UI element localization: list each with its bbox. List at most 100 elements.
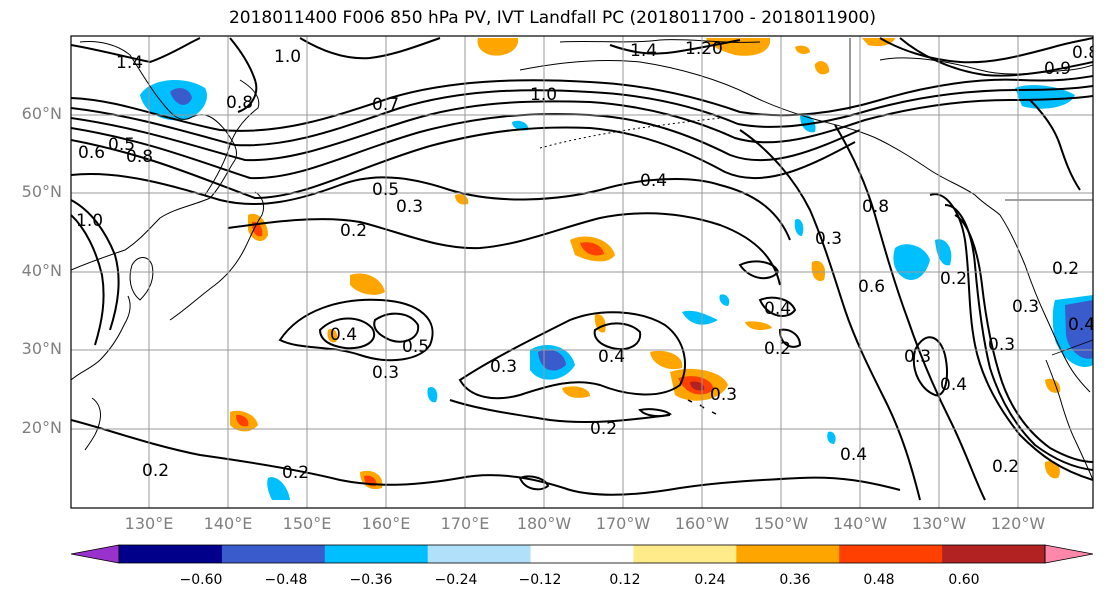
shade-orange-se2 bbox=[1045, 378, 1061, 393]
contours bbox=[71, 37, 1093, 501]
shade-orange-top4 bbox=[795, 45, 810, 55]
colorbar-swatch bbox=[839, 545, 943, 563]
contour-jet-4 bbox=[71, 113, 861, 180]
contour-label: 0.8 bbox=[1072, 43, 1099, 63]
lon-label: 170°E bbox=[440, 514, 490, 533]
shade-orange-se bbox=[1044, 461, 1060, 479]
colorbar-extend-high bbox=[1044, 544, 1094, 564]
contour-east-2 bbox=[834, 124, 986, 501]
lon-label: 130°E bbox=[124, 514, 174, 533]
shade-orange-top5 bbox=[814, 61, 830, 75]
contour-label: 0.2 bbox=[282, 463, 309, 483]
graticule bbox=[71, 36, 1093, 508]
contour-small-4 bbox=[778, 328, 802, 348]
contour-jet-3 bbox=[71, 95, 1093, 162]
contour-mid-1 bbox=[278, 298, 434, 362]
contour-label: 0.2 bbox=[340, 221, 367, 241]
contour-label: 0.2 bbox=[142, 461, 169, 481]
colorbar-swatch bbox=[324, 545, 429, 563]
contour-label: 0.8 bbox=[862, 197, 889, 217]
contour-small-3 bbox=[638, 408, 672, 418]
lon-label: 180°W bbox=[516, 514, 572, 533]
coast-canada-n bbox=[879, 57, 1093, 75]
contour-east-4 bbox=[944, 204, 1093, 471]
contour-small-5 bbox=[518, 475, 550, 491]
colorbar-tick-label: −0.36 bbox=[349, 572, 393, 588]
contour-label: 0.3 bbox=[988, 335, 1015, 355]
contour-label: 0.5 bbox=[402, 337, 429, 357]
colorbar-tick-label: −0.48 bbox=[264, 572, 308, 588]
shade-orange-top1 bbox=[477, 38, 519, 56]
contour-south-1 bbox=[71, 173, 791, 241]
lon-label: 160°W bbox=[674, 514, 730, 533]
contour-north-1 bbox=[71, 37, 201, 64]
contour-label: 0.3 bbox=[904, 347, 931, 367]
contour-south-4 bbox=[449, 399, 671, 424]
contour-label: 0.2 bbox=[764, 339, 791, 359]
contour-north-2 bbox=[229, 37, 258, 113]
coast-philippines bbox=[84, 397, 101, 451]
contour-ne-3 bbox=[1029, 99, 1081, 191]
contour-label: 0.3 bbox=[490, 357, 517, 377]
contour-nw-2 bbox=[71, 214, 105, 346]
contour-nw-1 bbox=[71, 199, 120, 331]
contour-jet-1 bbox=[71, 75, 1093, 132]
coast-kamchatka bbox=[204, 79, 260, 196]
coast-north-america bbox=[999, 214, 1091, 393]
contour-label: 0.5 bbox=[108, 135, 135, 155]
colorbar-swatch bbox=[633, 545, 737, 563]
contour-label: 0.4 bbox=[940, 375, 967, 395]
contour-jet-2 bbox=[71, 85, 1093, 147]
colorbar-swatch bbox=[942, 545, 1046, 563]
lat-label: 30°N bbox=[21, 339, 62, 358]
contour-label: 0.3 bbox=[710, 385, 737, 405]
coast-alaska bbox=[519, 59, 1001, 216]
shade-blue-coast bbox=[893, 244, 930, 280]
contour-east-3 bbox=[929, 193, 1093, 481]
lon-label: 160°E bbox=[361, 514, 411, 533]
contour-label: 0.7 bbox=[372, 95, 399, 115]
lon-label: 140°W bbox=[832, 514, 888, 533]
colorbar-tick-label: 0.36 bbox=[779, 572, 811, 588]
lat-label: 50°N bbox=[21, 182, 62, 201]
contour-mid-2 bbox=[318, 317, 375, 350]
shade-orange-h bbox=[745, 321, 772, 330]
contour-label: 0.6 bbox=[858, 277, 885, 297]
contour-label: 0.9 bbox=[1044, 59, 1071, 79]
contour-east-5 bbox=[954, 214, 1093, 463]
contour-label: 0.4 bbox=[840, 445, 867, 465]
contour-small-2 bbox=[758, 296, 797, 317]
contour-label: 1.0 bbox=[274, 47, 301, 67]
colorbar-tick-label: 0.24 bbox=[694, 572, 726, 588]
lon-label: 140°E bbox=[203, 514, 253, 533]
contour-south-3 bbox=[71, 419, 901, 496]
colorbar-tick-label: −0.24 bbox=[434, 572, 478, 588]
contour-mid-4 bbox=[458, 311, 686, 400]
colorbar-extend-low bbox=[70, 544, 120, 564]
shade-orange-c bbox=[350, 273, 385, 295]
contour-label: 0.3 bbox=[1012, 297, 1039, 317]
shade-orange-top3 bbox=[862, 38, 895, 47]
shade-orange-i bbox=[811, 260, 826, 281]
contour-south-2 bbox=[227, 212, 781, 286]
shade-orange-d bbox=[327, 328, 338, 343]
contour-mid-5 bbox=[593, 322, 642, 351]
contour-label: 0.3 bbox=[815, 229, 842, 249]
contour-label: 0.4 bbox=[330, 325, 357, 345]
map-title: 2018011400 F006 850 hPa PV, IVT Landfall… bbox=[228, 8, 876, 28]
colorbar-tick-label: −0.60 bbox=[179, 572, 223, 588]
shade-blue-small6 bbox=[719, 294, 730, 306]
shade-blue-small7 bbox=[512, 120, 529, 131]
coast-baja bbox=[1045, 359, 1076, 441]
colorbar-swatch bbox=[427, 545, 532, 563]
contour-north-3 bbox=[299, 37, 441, 60]
lon-label: 120°W bbox=[990, 514, 1046, 533]
lat-label: 40°N bbox=[21, 261, 62, 280]
contour-label: 0.5 bbox=[372, 180, 399, 200]
contour-label: 1.4 bbox=[630, 41, 657, 61]
shade-blue-small4 bbox=[427, 386, 438, 403]
colorbar-swatch bbox=[530, 545, 634, 563]
colorbar-tick-label: 0.60 bbox=[948, 572, 980, 588]
colorbar-tick-label: 0.12 bbox=[609, 572, 641, 588]
